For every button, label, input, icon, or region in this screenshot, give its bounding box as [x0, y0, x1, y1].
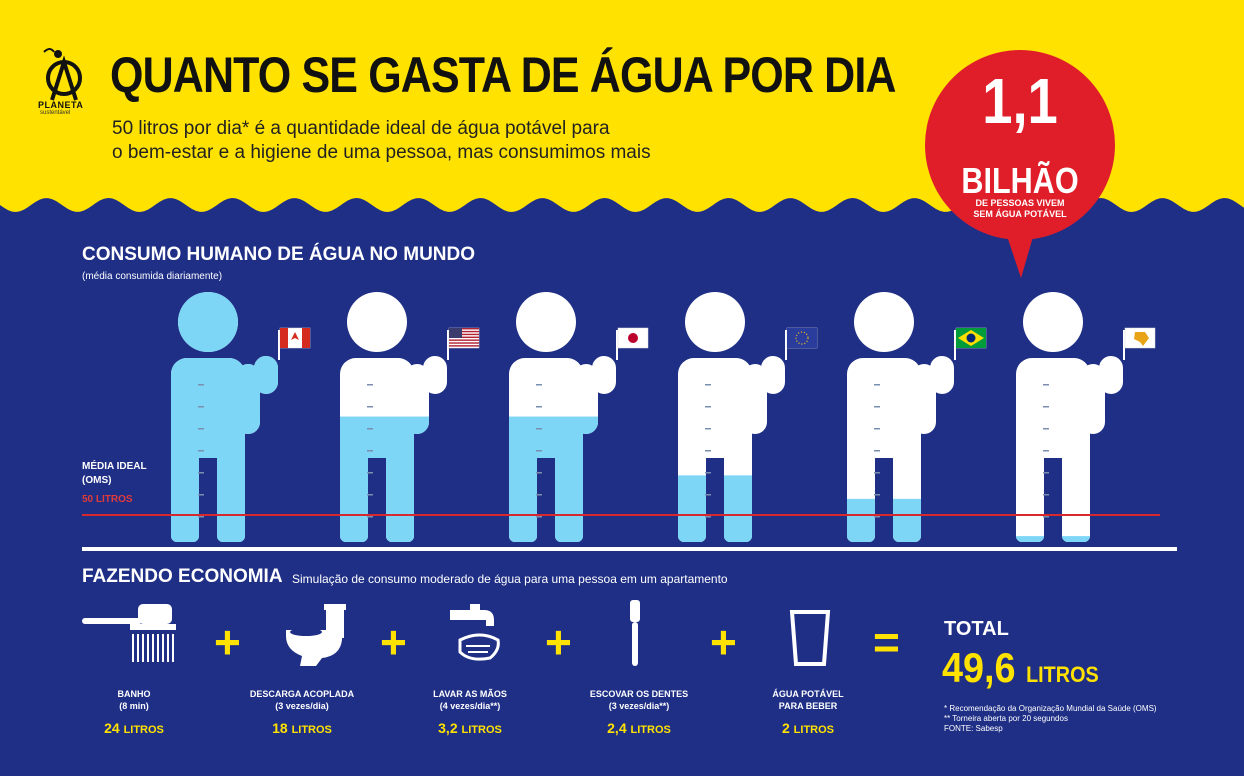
africa-flag: [1124, 327, 1156, 349]
footnote-1: * Recomendação da Organização Mundial da…: [944, 704, 1157, 713]
toothbrush-label-line-1: ESCOVAR OS DENTES: [589, 689, 689, 699]
toilet-icon: [286, 604, 346, 666]
shower-value: 24 LITROS: [74, 720, 194, 736]
ideal-average-label: MÉDIA IDEAL (OMS): [82, 460, 172, 488]
callout-text: DE PESSOAS VIVEM SEM ÁGUA POTÁVEL: [955, 198, 1085, 220]
drinking-water-label: ÁGUA POTÁVEL PARA BEBER: [748, 688, 868, 712]
shower-icon: [82, 604, 176, 662]
toothbrush-value: 2,4 LITROS: [574, 720, 704, 736]
japan-flag: [617, 327, 649, 349]
shower-label-line-2: (8 min): [119, 701, 149, 711]
handwash-value: 3,2 LITROS: [410, 720, 530, 736]
toilet-label: DESCARGA ACOPLADA (3 vezes/dia): [232, 688, 372, 712]
callout-number: 1,1: [982, 65, 1058, 137]
brazil-flag: [955, 327, 987, 349]
handwash-label-line-1: LAVAR AS MÃOS: [433, 689, 507, 699]
section-divider: [82, 547, 1177, 551]
brand-name: PLANETA: [38, 100, 84, 110]
person-figure: [847, 292, 987, 542]
total-value: 49,6 LITROS: [942, 644, 1099, 692]
toilet-value-number: 18: [272, 720, 288, 736]
toilet-value: 18 LITROS: [232, 720, 372, 736]
person-figure: [509, 292, 649, 542]
equals-sign: =: [873, 616, 900, 668]
shower-label: BANHO (8 min): [74, 688, 194, 712]
toilet-label-line-2: (3 vezes/dia): [275, 701, 329, 711]
toothbrush-label-line-2: (3 vezes/dia**): [608, 701, 670, 711]
plus-sign-1: +: [214, 616, 241, 668]
ideal-average-line: [82, 514, 1160, 516]
handwash-label: LAVAR AS MÃOS (4 vezes/dia**): [410, 688, 530, 712]
eu-flag: [786, 327, 818, 349]
toothbrush-value-number: 2,4: [607, 720, 627, 736]
callout-bubble: [925, 50, 1115, 278]
footnote-source: FONTE: Sabesp: [944, 724, 1003, 733]
ideal-label-line-1: MÉDIA IDEAL: [82, 461, 147, 472]
canada-flag: [279, 327, 311, 349]
glass-icon: [789, 610, 831, 666]
page-subtitle: 50 litros por dia* é a quantidade ideal …: [112, 117, 752, 165]
ideal-average-value: 50 LITROS: [82, 494, 133, 505]
shower-label-line-1: BANHO: [117, 689, 151, 699]
drinking-water-value-number: 2: [781, 720, 790, 736]
handwash-value-unit: LITROS: [461, 724, 502, 736]
toilet-value-unit: LITROS: [291, 724, 332, 736]
ideal-label-line-2: (OMS): [82, 475, 112, 486]
drinking-water-value-unit: LITROS: [793, 724, 835, 736]
toilet-label-line-1: DESCARGA ACOPLADA: [249, 689, 355, 699]
callout-unit: BILHÃO: [961, 160, 1079, 201]
economy-note: Simulação de consumo moderado de água pa…: [292, 572, 728, 586]
total-value-number: 49,6: [942, 644, 1016, 691]
person-figure: [340, 292, 480, 542]
planeta-logo: [43, 48, 82, 101]
callout-text-line-2: SEM ÁGUA POTÁVEL: [973, 209, 1067, 219]
page-title: QUANTO SE GASTA DE ÁGUA POR DIA: [110, 47, 896, 103]
drinking-water-label-line-2: PARA BEBER: [778, 701, 838, 711]
shower-value-number: 24: [104, 720, 120, 736]
plus-sign-3: +: [545, 616, 572, 668]
person-figure: [1016, 292, 1156, 542]
total-label: TOTAL: [944, 618, 1009, 640]
total-value-unit: LITROS: [1026, 662, 1099, 687]
drinking-water-label-line-1: ÁGUA POTÁVEL: [772, 689, 844, 699]
toothbrush-icon: [630, 600, 640, 666]
subtitle-line-2: o bem-estar e a higiene de uma pessoa, m…: [112, 142, 651, 163]
usa-flag: [448, 327, 480, 349]
callout-text-line-1: DE PESSOAS VIVEM: [975, 198, 1065, 208]
footnotes: * Recomendação da Organização Mundial da…: [944, 704, 1184, 734]
person-figure: [171, 292, 311, 542]
footnote-2: ** Torneira aberta por 20 segundos: [944, 714, 1068, 723]
consumption-note: (média consumida diariamente): [82, 271, 223, 282]
handwash-label-line-2: (4 vezes/dia**): [439, 701, 501, 711]
faucet-hands-icon: [450, 604, 500, 661]
shower-value-unit: LITROS: [123, 724, 164, 736]
toothbrush-label: ESCOVAR OS DENTES (3 vezes/dia**): [574, 688, 704, 712]
toothbrush-value-unit: LITROS: [630, 724, 671, 736]
person-figure: [678, 292, 818, 542]
person-figures: [171, 292, 1156, 542]
drinking-water-value: 2 LITROS: [748, 720, 868, 736]
plus-sign-2: +: [380, 616, 407, 668]
brand-tagline: sustentável: [40, 110, 71, 116]
consumption-title: CONSUMO HUMANO DE ÁGUA NO MUNDO: [82, 244, 476, 265]
plus-sign-4: +: [710, 616, 737, 668]
subtitle-line-1: 50 litros por dia* é a quantidade ideal …: [112, 118, 610, 139]
handwash-value-number: 3,2: [438, 720, 458, 736]
economy-title: FAZENDO ECONOMIA: [82, 566, 283, 587]
